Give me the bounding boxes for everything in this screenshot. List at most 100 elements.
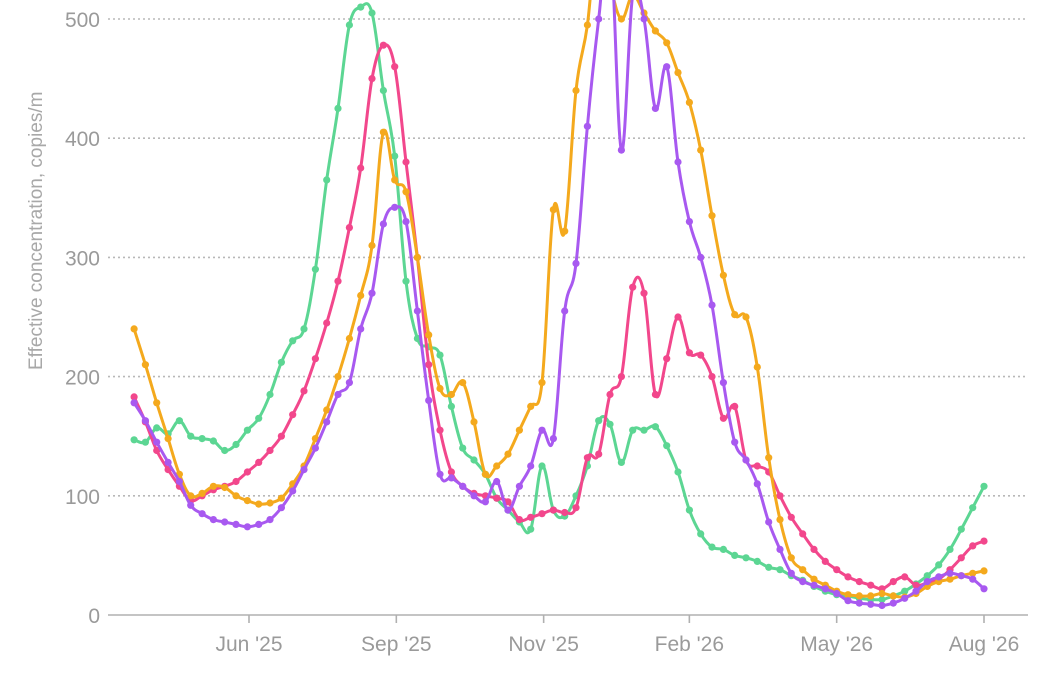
data-point	[470, 418, 478, 426]
data-point	[345, 224, 353, 232]
data-point	[685, 349, 694, 357]
data-point	[368, 9, 376, 17]
data-point	[527, 513, 535, 521]
data-point	[515, 482, 524, 490]
data-point	[402, 188, 410, 196]
data-point	[810, 581, 818, 589]
y-tick-label: 400	[65, 128, 100, 151]
data-point	[323, 418, 331, 426]
data-point	[821, 585, 829, 593]
data-point	[889, 592, 897, 600]
data-point	[969, 569, 977, 577]
data-point	[153, 438, 161, 446]
data-point	[810, 575, 818, 583]
data-point	[323, 176, 331, 184]
data-point	[640, 426, 648, 434]
data-point	[731, 402, 739, 410]
data-point	[481, 498, 489, 506]
data-point	[300, 387, 308, 395]
data-point	[708, 301, 716, 309]
data-point	[255, 414, 263, 422]
data-point	[391, 203, 399, 211]
data-point	[855, 592, 863, 600]
data-point	[742, 456, 750, 464]
data-point	[153, 424, 161, 432]
data-point	[266, 390, 274, 399]
data-point	[663, 39, 671, 47]
y-tick-label: 200	[65, 367, 100, 390]
data-point	[957, 554, 965, 562]
data-point	[969, 542, 977, 550]
data-point	[549, 206, 558, 214]
data-point	[311, 355, 319, 363]
data-point	[583, 122, 592, 130]
data-point	[651, 423, 660, 431]
data-point	[515, 516, 524, 524]
data-point	[357, 3, 365, 11]
data-point	[515, 426, 524, 434]
data-point	[685, 506, 694, 514]
data-point	[300, 325, 308, 333]
data-point	[357, 291, 365, 300]
data-point	[787, 569, 795, 577]
data-point	[413, 253, 421, 261]
data-point	[844, 573, 852, 581]
data-point	[504, 498, 512, 506]
data-point	[799, 578, 807, 586]
series-2	[130, 41, 988, 593]
data-point	[504, 506, 512, 514]
data-point	[130, 325, 138, 333]
data-point	[719, 545, 728, 554]
data-point	[209, 437, 217, 445]
data-point	[164, 435, 172, 443]
data-point	[572, 504, 580, 512]
data-point	[867, 581, 875, 589]
data-point	[187, 501, 195, 509]
data-point	[527, 525, 535, 533]
y-tick-label: 100	[65, 486, 100, 509]
data-point	[765, 518, 773, 526]
data-point	[674, 158, 682, 166]
data-point	[663, 63, 671, 71]
data-point	[436, 384, 444, 393]
data-point	[708, 212, 716, 220]
data-point	[243, 468, 251, 476]
data-point	[719, 271, 728, 279]
data-point	[402, 158, 410, 166]
series-line	[132, 0, 986, 599]
data-point	[776, 492, 784, 500]
x-tick-label: May '26	[800, 633, 873, 656]
x-tick-label: Sep '25	[361, 633, 432, 656]
data-point	[391, 176, 399, 184]
data-point	[889, 599, 897, 607]
data-point	[153, 446, 161, 455]
data-point	[130, 436, 138, 444]
data-point	[595, 450, 603, 458]
data-point	[549, 435, 558, 443]
x-tick-label: Aug '26	[949, 633, 1020, 656]
data-point	[402, 277, 410, 285]
data-point	[470, 492, 478, 500]
data-point	[255, 520, 263, 529]
grid-lines	[108, 18, 1028, 616]
data-point	[731, 551, 739, 560]
data-point	[969, 504, 977, 512]
data-point	[731, 311, 739, 319]
data-point	[719, 414, 728, 422]
data-point	[572, 86, 580, 95]
data-point	[334, 277, 342, 285]
data-point	[470, 456, 478, 464]
data-point	[912, 587, 920, 595]
data-point	[606, 420, 614, 428]
data-point	[640, 289, 648, 297]
data-point	[640, 15, 648, 23]
data-point	[459, 444, 467, 452]
data-point	[345, 334, 353, 343]
data-point	[447, 402, 455, 410]
data-point	[266, 516, 274, 524]
x-tick-label: Feb '26	[655, 633, 724, 656]
data-point	[198, 435, 206, 443]
data-point	[255, 500, 263, 508]
data-point	[255, 458, 263, 466]
